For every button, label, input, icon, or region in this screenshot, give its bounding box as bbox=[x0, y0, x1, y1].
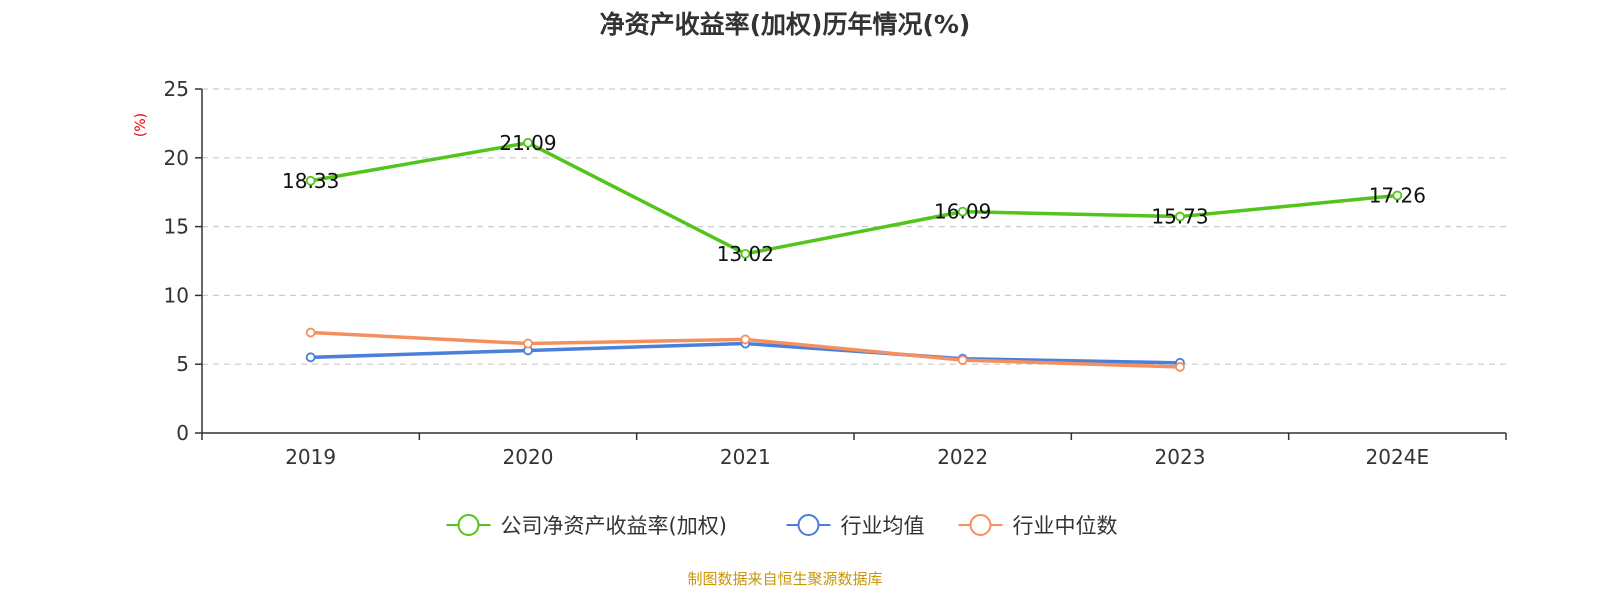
data-label: 18.33 bbox=[282, 169, 339, 193]
data-point[interactable] bbox=[740, 248, 751, 259]
legend-label: 公司净资产收益率(加权) bbox=[501, 514, 727, 538]
data-point[interactable] bbox=[305, 175, 316, 186]
series-1: 18.33 21.09 13.02 16.09 15.73 17.26 bbox=[282, 131, 1426, 266]
data-label: 13.02 bbox=[717, 242, 774, 266]
legend-marker bbox=[969, 514, 992, 536]
data-point[interactable] bbox=[957, 355, 968, 365]
x-tick-label: 2023 bbox=[1155, 445, 1206, 469]
axes: 0 5 10 15 20 25 2019 2020 2021 2022 2023 2024E bbox=[164, 77, 1507, 469]
data-label: 21.09 bbox=[499, 131, 556, 155]
legend-label: 行业均值 bbox=[841, 514, 925, 538]
data-label: 17.26 bbox=[1369, 184, 1426, 208]
x-tick-label: 2021 bbox=[720, 445, 771, 469]
y-tick-label: 5 bbox=[176, 352, 189, 376]
data-point[interactable] bbox=[523, 137, 533, 148]
data-point[interactable] bbox=[305, 352, 316, 363]
data-point[interactable] bbox=[1175, 211, 1185, 222]
source-note: 制图数据来自恒生聚源数据库 bbox=[687, 570, 882, 588]
legend-item-3[interactable]: 行业中位数 bbox=[958, 514, 1118, 538]
y-tick-label: 20 bbox=[164, 146, 189, 170]
y-axis-label: (%) bbox=[133, 113, 149, 137]
data-label: 16.09 bbox=[934, 200, 991, 224]
grid-lines bbox=[202, 88, 1506, 365]
data-point[interactable] bbox=[523, 338, 533, 349]
legend-label: 行业中位数 bbox=[1013, 514, 1118, 538]
chart-title: 净资产收益率(加权)历年情况(%) bbox=[600, 10, 971, 39]
series-layer: 18.33 21.09 13.02 16.09 15.73 17.26 bbox=[282, 131, 1426, 372]
x-tick-label: 2020 bbox=[503, 445, 554, 469]
x-tick-label: 2022 bbox=[937, 445, 988, 469]
legend-item-1[interactable]: 公司净资产收益率(加权) bbox=[446, 514, 727, 538]
data-point[interactable] bbox=[305, 327, 316, 338]
legend-marker bbox=[457, 514, 480, 536]
y-tick-label: 25 bbox=[164, 77, 189, 101]
legend-item-2[interactable]: 行业均值 bbox=[786, 514, 925, 538]
series-line bbox=[310, 141, 1398, 256]
data-point[interactable] bbox=[1175, 362, 1185, 372]
legend[interactable]: 公司净资产收益率(加权) 行业均值 行业中位数 bbox=[446, 514, 1118, 538]
y-tick-label: 15 bbox=[164, 215, 189, 239]
x-tick-label: 2024E bbox=[1366, 445, 1430, 469]
y-tick-label: 10 bbox=[164, 283, 189, 307]
data-point[interactable] bbox=[957, 206, 968, 217]
data-label: 15.73 bbox=[1151, 205, 1208, 229]
data-point[interactable] bbox=[1392, 190, 1403, 201]
x-tick-label: 2019 bbox=[285, 445, 336, 469]
legend-marker bbox=[797, 514, 820, 536]
data-point[interactable] bbox=[740, 334, 751, 345]
series-3 bbox=[305, 327, 1185, 372]
y-tick-label: 0 bbox=[176, 421, 189, 445]
